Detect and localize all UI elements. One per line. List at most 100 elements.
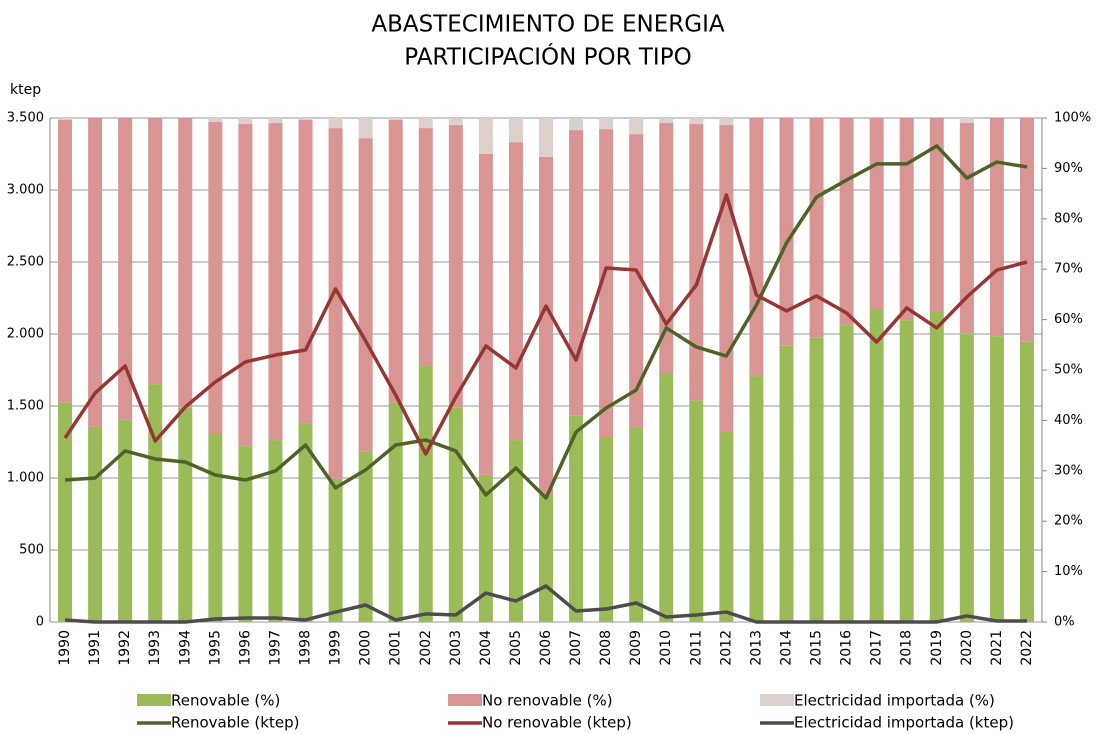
bar <box>298 118 313 121</box>
bar <box>358 138 373 452</box>
bar <box>268 118 283 124</box>
bar <box>298 120 313 424</box>
chart-title: ABASTECIMIENTO DE ENERGIA <box>371 12 725 38</box>
bar <box>328 118 343 129</box>
bar <box>418 118 433 129</box>
bar <box>779 118 794 346</box>
x-tick-label: 1991 <box>87 630 103 666</box>
bar <box>659 373 674 622</box>
legend-label: No renovable (ktep) <box>482 714 632 732</box>
bar <box>539 118 553 157</box>
bar <box>929 311 944 622</box>
bar <box>118 419 133 622</box>
bar <box>539 156 553 497</box>
bar <box>208 122 223 434</box>
x-tick-label: 2006 <box>538 630 554 666</box>
y-tick-label: 1.500 <box>7 399 44 414</box>
x-tick-label: 2011 <box>688 630 704 666</box>
bar <box>118 118 133 420</box>
bar <box>689 124 704 401</box>
bar <box>629 118 644 135</box>
bar <box>869 309 884 622</box>
x-tick-label: 1997 <box>267 630 283 666</box>
y2-tick-label: 90% <box>1054 161 1083 176</box>
bar <box>388 402 403 622</box>
bar <box>478 474 493 622</box>
bar <box>58 402 73 622</box>
legend-label: Electricidad importada (ktep) <box>794 714 1014 732</box>
x-tick-label: 2005 <box>508 630 524 666</box>
bar <box>899 320 914 622</box>
bar <box>929 118 944 312</box>
y2-tick-label: 60% <box>1054 312 1083 327</box>
bar <box>599 129 614 438</box>
line <box>64 584 1027 624</box>
bar <box>448 118 463 126</box>
line <box>63 193 1028 456</box>
x-tick-label: 2010 <box>658 630 674 666</box>
bar <box>448 125 463 408</box>
bar <box>809 118 824 338</box>
legend-swatch <box>137 694 171 706</box>
x-tick-label: 2003 <box>448 630 464 666</box>
bar <box>809 337 824 622</box>
bar <box>238 446 253 622</box>
legend-swatch <box>448 694 482 706</box>
bar <box>719 431 734 622</box>
bar <box>569 130 584 416</box>
y2-tick-label: 20% <box>1054 514 1083 529</box>
x-tick-label: 1995 <box>207 630 223 666</box>
x-tick-label: 2002 <box>418 630 434 666</box>
x-tick-label: 2007 <box>568 630 584 666</box>
y2-tick-label: 80% <box>1054 211 1083 226</box>
bar <box>178 118 193 408</box>
bar <box>268 440 283 622</box>
y2-tick-label: 50% <box>1054 363 1083 378</box>
x-tick-label: 1996 <box>237 630 253 666</box>
x-tick-label: 2016 <box>839 630 855 666</box>
legend-swatch <box>760 694 794 706</box>
bar <box>629 427 644 622</box>
x-tick-label: 1999 <box>328 630 344 666</box>
y2-tick-label: 0% <box>1054 615 1075 630</box>
bar <box>388 120 403 403</box>
legend-label: Electricidad importada (%) <box>794 692 995 710</box>
y-tick-label: 1.000 <box>7 471 44 486</box>
y2-tick-label: 70% <box>1054 262 1083 277</box>
x-tick-label: 2009 <box>628 630 644 666</box>
bar <box>208 118 223 123</box>
bar <box>178 407 193 622</box>
bar <box>599 437 614 622</box>
bar <box>358 451 373 622</box>
y-tick-label: 0 <box>36 615 44 630</box>
x-tick-label: 2017 <box>869 630 885 666</box>
bar <box>719 118 734 126</box>
y-tick-label: 500 <box>19 543 44 558</box>
x-tick-label: 2018 <box>899 630 915 666</box>
x-tick-label: 2021 <box>989 630 1005 666</box>
y-axis-label: ktep <box>10 82 41 98</box>
bar <box>689 400 704 622</box>
y2-tick-label: 40% <box>1054 413 1083 428</box>
bar <box>569 415 584 622</box>
x-tick-label: 2008 <box>598 630 614 666</box>
bar <box>478 118 493 154</box>
bar <box>749 376 764 622</box>
x-tick-label: 1990 <box>57 630 73 666</box>
bar <box>839 118 854 326</box>
bar <box>448 407 463 622</box>
y-tick-label: 2.500 <box>7 255 44 270</box>
chart-subtitle: PARTICIPACIÓN POR TIPO <box>404 43 691 71</box>
bar <box>388 118 403 121</box>
y2-tick-label: 10% <box>1054 564 1083 579</box>
x-tick-label: 1994 <box>177 630 193 666</box>
bar <box>148 118 163 385</box>
x-tick-label: 1998 <box>298 630 314 666</box>
x-tick-label: 2014 <box>778 630 794 666</box>
y2-tick-label: 100% <box>1054 111 1091 126</box>
y-tick-label: 2.000 <box>7 327 44 342</box>
line <box>64 144 1028 500</box>
bar <box>869 118 884 310</box>
x-tick-label: 2013 <box>748 630 764 666</box>
bar <box>959 333 974 622</box>
